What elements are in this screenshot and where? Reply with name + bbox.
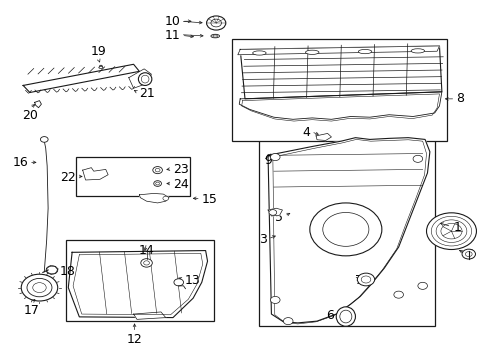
Ellipse shape <box>340 310 352 323</box>
Bar <box>259 127 435 327</box>
Text: 8: 8 <box>456 93 465 105</box>
Circle shape <box>270 154 280 161</box>
Text: 19: 19 <box>91 45 106 58</box>
Circle shape <box>436 220 467 242</box>
Circle shape <box>21 274 58 301</box>
Text: 12: 12 <box>127 333 143 346</box>
Circle shape <box>462 249 475 259</box>
Circle shape <box>27 278 52 297</box>
Circle shape <box>144 261 149 265</box>
Ellipse shape <box>336 307 355 326</box>
Ellipse shape <box>305 50 319 54</box>
Text: 6: 6 <box>326 309 334 322</box>
Polygon shape <box>238 46 440 55</box>
Polygon shape <box>240 46 442 99</box>
Circle shape <box>270 296 280 303</box>
Text: 21: 21 <box>139 87 155 100</box>
Text: 18: 18 <box>60 265 76 278</box>
Circle shape <box>431 216 472 246</box>
Ellipse shape <box>211 34 220 38</box>
Circle shape <box>41 136 48 142</box>
Text: 17: 17 <box>24 304 39 317</box>
Circle shape <box>163 196 169 201</box>
Text: 14: 14 <box>139 243 154 257</box>
Polygon shape <box>68 251 208 318</box>
Polygon shape <box>268 208 282 216</box>
Circle shape <box>33 283 46 293</box>
Bar <box>232 39 447 141</box>
Text: 11: 11 <box>165 29 180 42</box>
Circle shape <box>283 318 293 325</box>
Text: 2: 2 <box>466 248 474 261</box>
Circle shape <box>155 168 160 172</box>
Ellipse shape <box>411 49 425 53</box>
Text: 13: 13 <box>185 274 201 287</box>
Circle shape <box>394 291 403 298</box>
Text: 20: 20 <box>22 109 38 122</box>
Circle shape <box>357 273 375 286</box>
Polygon shape <box>268 138 430 323</box>
Circle shape <box>441 224 462 239</box>
Text: 23: 23 <box>173 163 189 176</box>
Circle shape <box>269 210 277 215</box>
Circle shape <box>211 19 221 27</box>
Text: 15: 15 <box>202 193 218 206</box>
Ellipse shape <box>358 49 372 54</box>
Text: 7: 7 <box>355 274 364 287</box>
Text: 5: 5 <box>275 211 283 224</box>
Text: 22: 22 <box>60 171 76 184</box>
Circle shape <box>413 155 423 162</box>
Circle shape <box>207 16 226 30</box>
Polygon shape <box>134 312 166 319</box>
Circle shape <box>174 279 184 286</box>
Circle shape <box>323 212 369 246</box>
Polygon shape <box>129 69 151 88</box>
Text: 1: 1 <box>454 221 462 234</box>
Circle shape <box>141 259 152 267</box>
Polygon shape <box>316 134 331 140</box>
Circle shape <box>156 182 160 185</box>
Text: 4: 4 <box>302 126 310 139</box>
Polygon shape <box>23 64 139 93</box>
Polygon shape <box>139 193 169 203</box>
Ellipse shape <box>141 75 149 83</box>
Ellipse shape <box>138 73 152 85</box>
Ellipse shape <box>213 35 218 37</box>
Ellipse shape <box>99 66 103 68</box>
Circle shape <box>153 167 162 174</box>
Text: 3: 3 <box>259 234 267 247</box>
Text: 10: 10 <box>164 15 180 28</box>
Text: 16: 16 <box>12 156 28 169</box>
Text: 9: 9 <box>264 154 272 167</box>
Circle shape <box>426 213 476 249</box>
Bar <box>76 157 190 196</box>
Circle shape <box>154 181 161 186</box>
Circle shape <box>46 266 58 274</box>
Circle shape <box>466 252 472 257</box>
Polygon shape <box>73 253 203 315</box>
Ellipse shape <box>253 51 266 55</box>
Circle shape <box>361 276 371 283</box>
Circle shape <box>310 203 382 256</box>
Text: 24: 24 <box>173 178 189 191</box>
Circle shape <box>418 282 427 289</box>
Polygon shape <box>83 168 108 180</box>
Bar <box>66 240 214 321</box>
